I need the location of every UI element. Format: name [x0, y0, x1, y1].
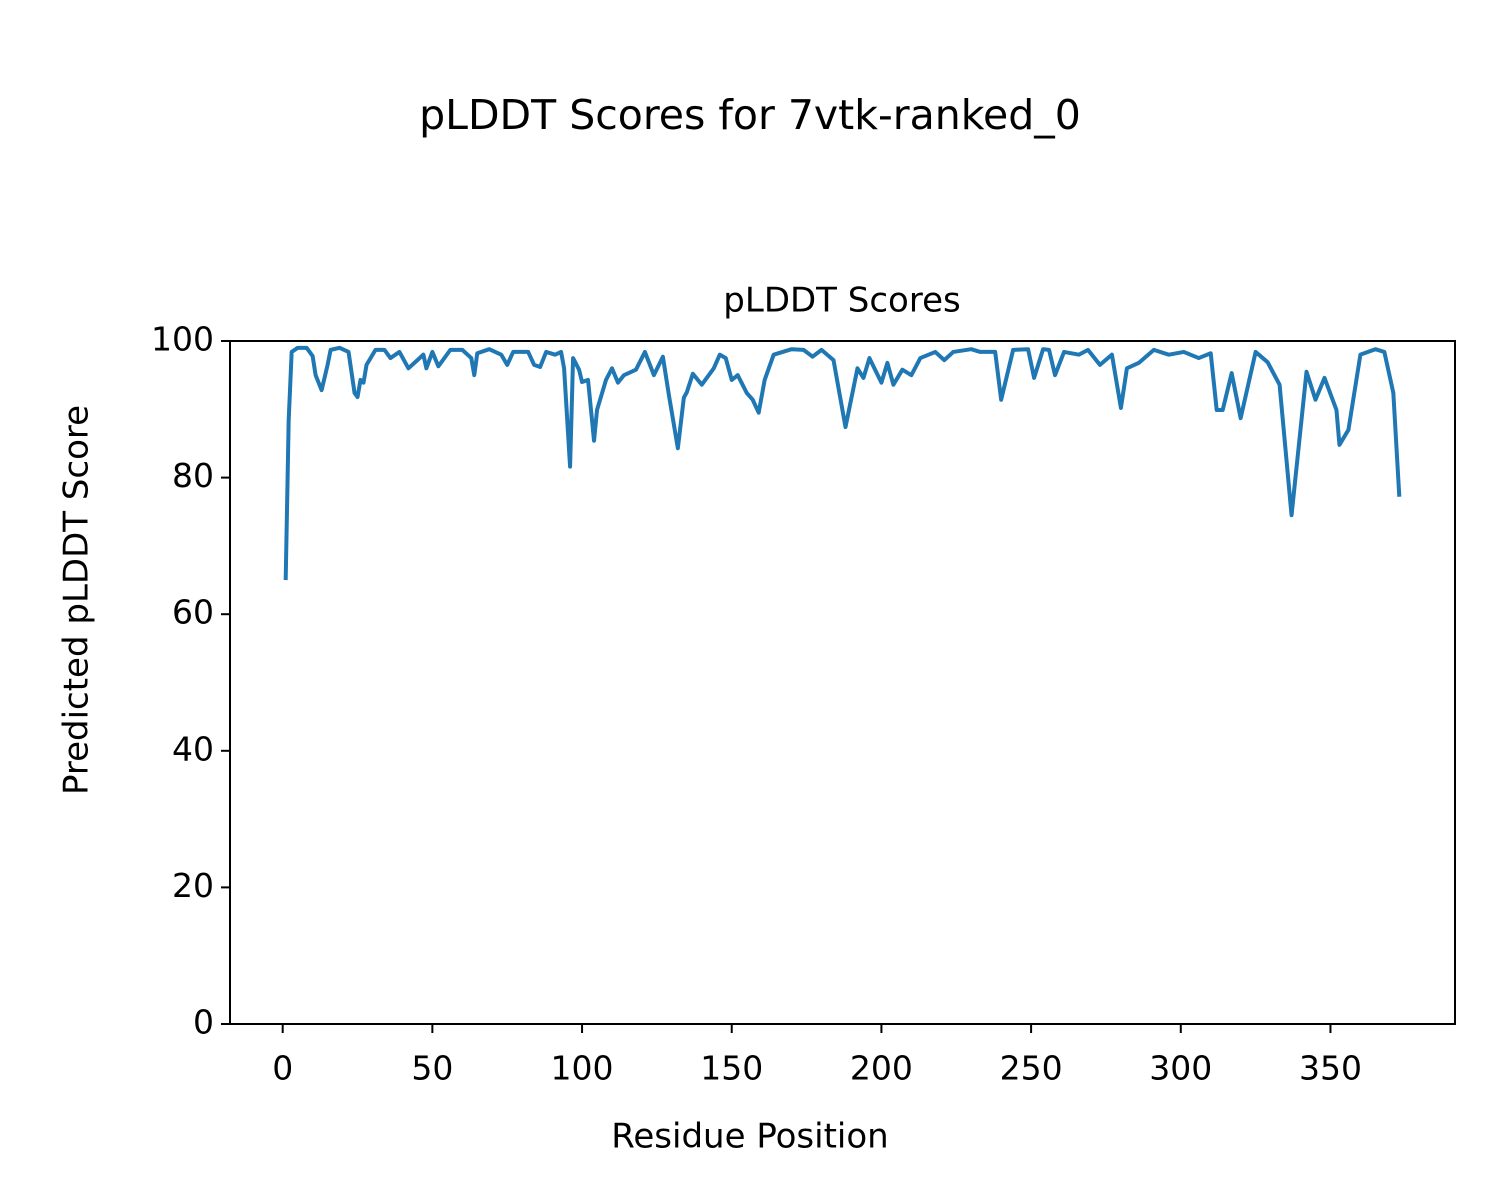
y-tick-label: 0: [193, 1003, 214, 1042]
x-tick-label: 150: [700, 1049, 763, 1088]
y-axis-label: Predicted pLDDT Score: [57, 405, 97, 795]
y-tick-label: 40: [172, 729, 214, 768]
y-tick-label: 100: [151, 320, 214, 359]
chart-title: pLDDT Scores for 7vtk-ranked_0: [419, 91, 1081, 139]
x-tick-label: 300: [1149, 1049, 1212, 1088]
data-line: [283, 345, 1402, 581]
x-tick-label: 350: [1299, 1049, 1362, 1088]
x-tick-label: 0: [272, 1049, 293, 1088]
x-tick-label: 100: [551, 1049, 614, 1088]
x-tick-label: 200: [850, 1049, 913, 1088]
x-tick-label: 50: [411, 1049, 453, 1088]
axes-frame: [229, 340, 1456, 1025]
x-axis-label: Residue Position: [611, 1117, 888, 1157]
y-tick-label: 60: [172, 593, 214, 632]
x-tick-label: 250: [1000, 1049, 1063, 1088]
y-tick-label: 80: [172, 456, 214, 495]
subplot-title: pLDDT Scores: [723, 281, 960, 321]
y-tick-label: 20: [172, 866, 214, 905]
